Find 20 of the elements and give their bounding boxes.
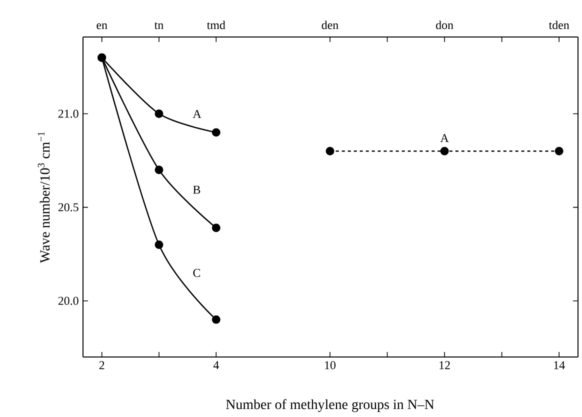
annotation: en <box>96 23 108 30</box>
y-tick-label: 20.5 <box>58 203 78 212</box>
x-tick-label: 12 <box>440 361 450 370</box>
x-tick-label: 10 <box>325 361 336 370</box>
annotation: don <box>436 20 454 30</box>
y-tick-label: 21.0 <box>58 110 78 118</box>
annotation: den <box>322 20 338 30</box>
series-label: A <box>192 110 202 118</box>
x-axis-title: Number of methylene groups in N–N <box>226 399 434 412</box>
series-label: C <box>193 268 200 277</box>
y-axis-title: Wave number/10$^{3}$ cm$^{−1}$ <box>38 132 50 264</box>
series-label: B <box>193 186 200 194</box>
x-tick-label: 2 <box>99 361 104 370</box>
series-label: A <box>440 134 449 142</box>
annotation: tden <box>548 20 570 30</box>
annotation: tn <box>154 22 164 30</box>
annotation: tmd <box>206 20 226 30</box>
y-tick-label: 20.0 <box>58 296 78 305</box>
x-tick-label: 4 <box>213 361 219 370</box>
x-tick-label: 14 <box>554 361 565 370</box>
